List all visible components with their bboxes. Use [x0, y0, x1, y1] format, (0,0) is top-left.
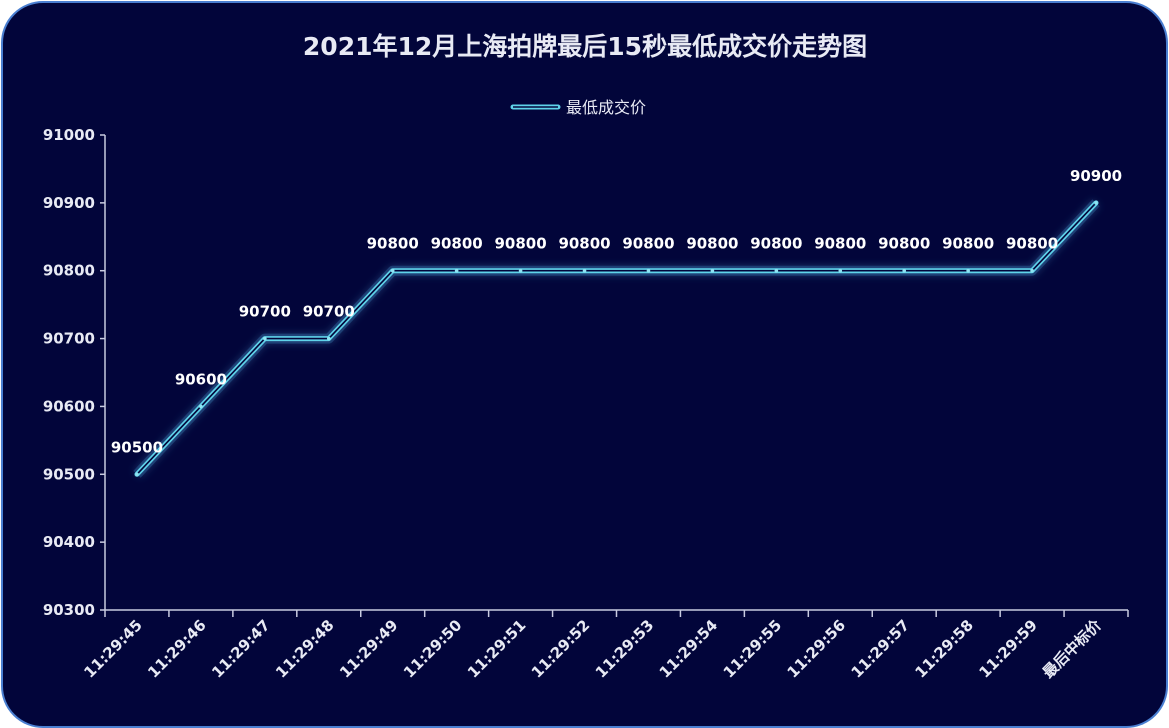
data-point [582, 268, 587, 273]
data-point [263, 336, 267, 341]
series-marks: 90500 90600 90700 90700 90800 90800 90800 90800… [111, 167, 1122, 478]
data-point [902, 268, 907, 273]
data-label: 90600 [175, 370, 227, 388]
x-tick-label: 11:29:52 [528, 616, 593, 681]
x-tick-label: 11:29:56 [784, 616, 849, 681]
data-label: 90800 [558, 235, 610, 253]
x-tick-label: 11:29:47 [208, 616, 273, 681]
data-point [646, 268, 651, 273]
x-tick-label: 11:29:54 [656, 616, 721, 681]
data-label: 90800 [942, 235, 994, 253]
x-tick-label: 11:29:51 [464, 616, 529, 681]
series-line-inner [136, 202, 1097, 476]
data-point [966, 268, 970, 273]
chart-canvas: 2021年12月上海拍牌最后15秒最低成交价走势图 最低成交价 90300 904… [43, 32, 1129, 682]
data-label: 90700 [303, 303, 355, 321]
y-tick-label: 90800 [43, 262, 95, 280]
x-tick-label: 11:29:45 [80, 616, 145, 681]
data-point [774, 268, 779, 273]
x-tick-label: 11:29:48 [272, 616, 337, 681]
data-point [390, 268, 395, 273]
y-tick-label: 90700 [43, 330, 95, 348]
x-tick-label: 11:29:55 [720, 616, 785, 681]
x-tick-label: 11:29:46 [144, 616, 209, 681]
legend-label: 最低成交价 [566, 98, 646, 117]
data-point [199, 404, 203, 409]
y-tick-label: 91000 [43, 126, 95, 144]
data-point [710, 268, 715, 273]
data-point [838, 268, 843, 273]
data-label: 90800 [495, 235, 547, 253]
data-point [454, 268, 459, 273]
data-label: 90900 [1070, 167, 1122, 185]
chart-title: 2021年12月上海拍牌最后15秒最低成交价走势图 [303, 32, 867, 61]
data-point [135, 472, 139, 477]
data-label: 90800 [686, 235, 738, 253]
y-tick-label: 90900 [43, 194, 95, 212]
y-tick-label: 90300 [43, 601, 95, 619]
legend: 最低成交价 [510, 98, 646, 117]
data-label: 90800 [814, 235, 866, 253]
y-tick-label: 90500 [43, 465, 95, 483]
data-label: 90800 [367, 235, 419, 253]
data-label: 90800 [1006, 235, 1058, 253]
x-tick-label: 11:29:50 [400, 616, 465, 681]
data-label: 90700 [239, 303, 291, 321]
x-tick-label: 11:29:59 [975, 616, 1040, 681]
data-point [1094, 201, 1098, 205]
x-tick-label: 11:29:49 [336, 616, 401, 681]
y-tick-label: 90400 [43, 533, 95, 551]
x-tick-label: 11:29:53 [592, 616, 657, 681]
data-label: 90800 [431, 235, 483, 253]
data-label: 90800 [878, 235, 930, 253]
x-tick-label: 最后中标价 [1039, 615, 1105, 681]
y-tick-label: 90600 [43, 397, 95, 415]
data-label: 90800 [750, 235, 802, 253]
data-label: 90800 [622, 235, 674, 253]
data-point [326, 336, 331, 341]
data-label: 90500 [111, 438, 163, 456]
x-tick-label: 11:29:57 [848, 616, 913, 681]
x-tick-label: 11:29:58 [911, 616, 976, 681]
data-point [1030, 268, 1034, 273]
data-point [518, 268, 523, 273]
